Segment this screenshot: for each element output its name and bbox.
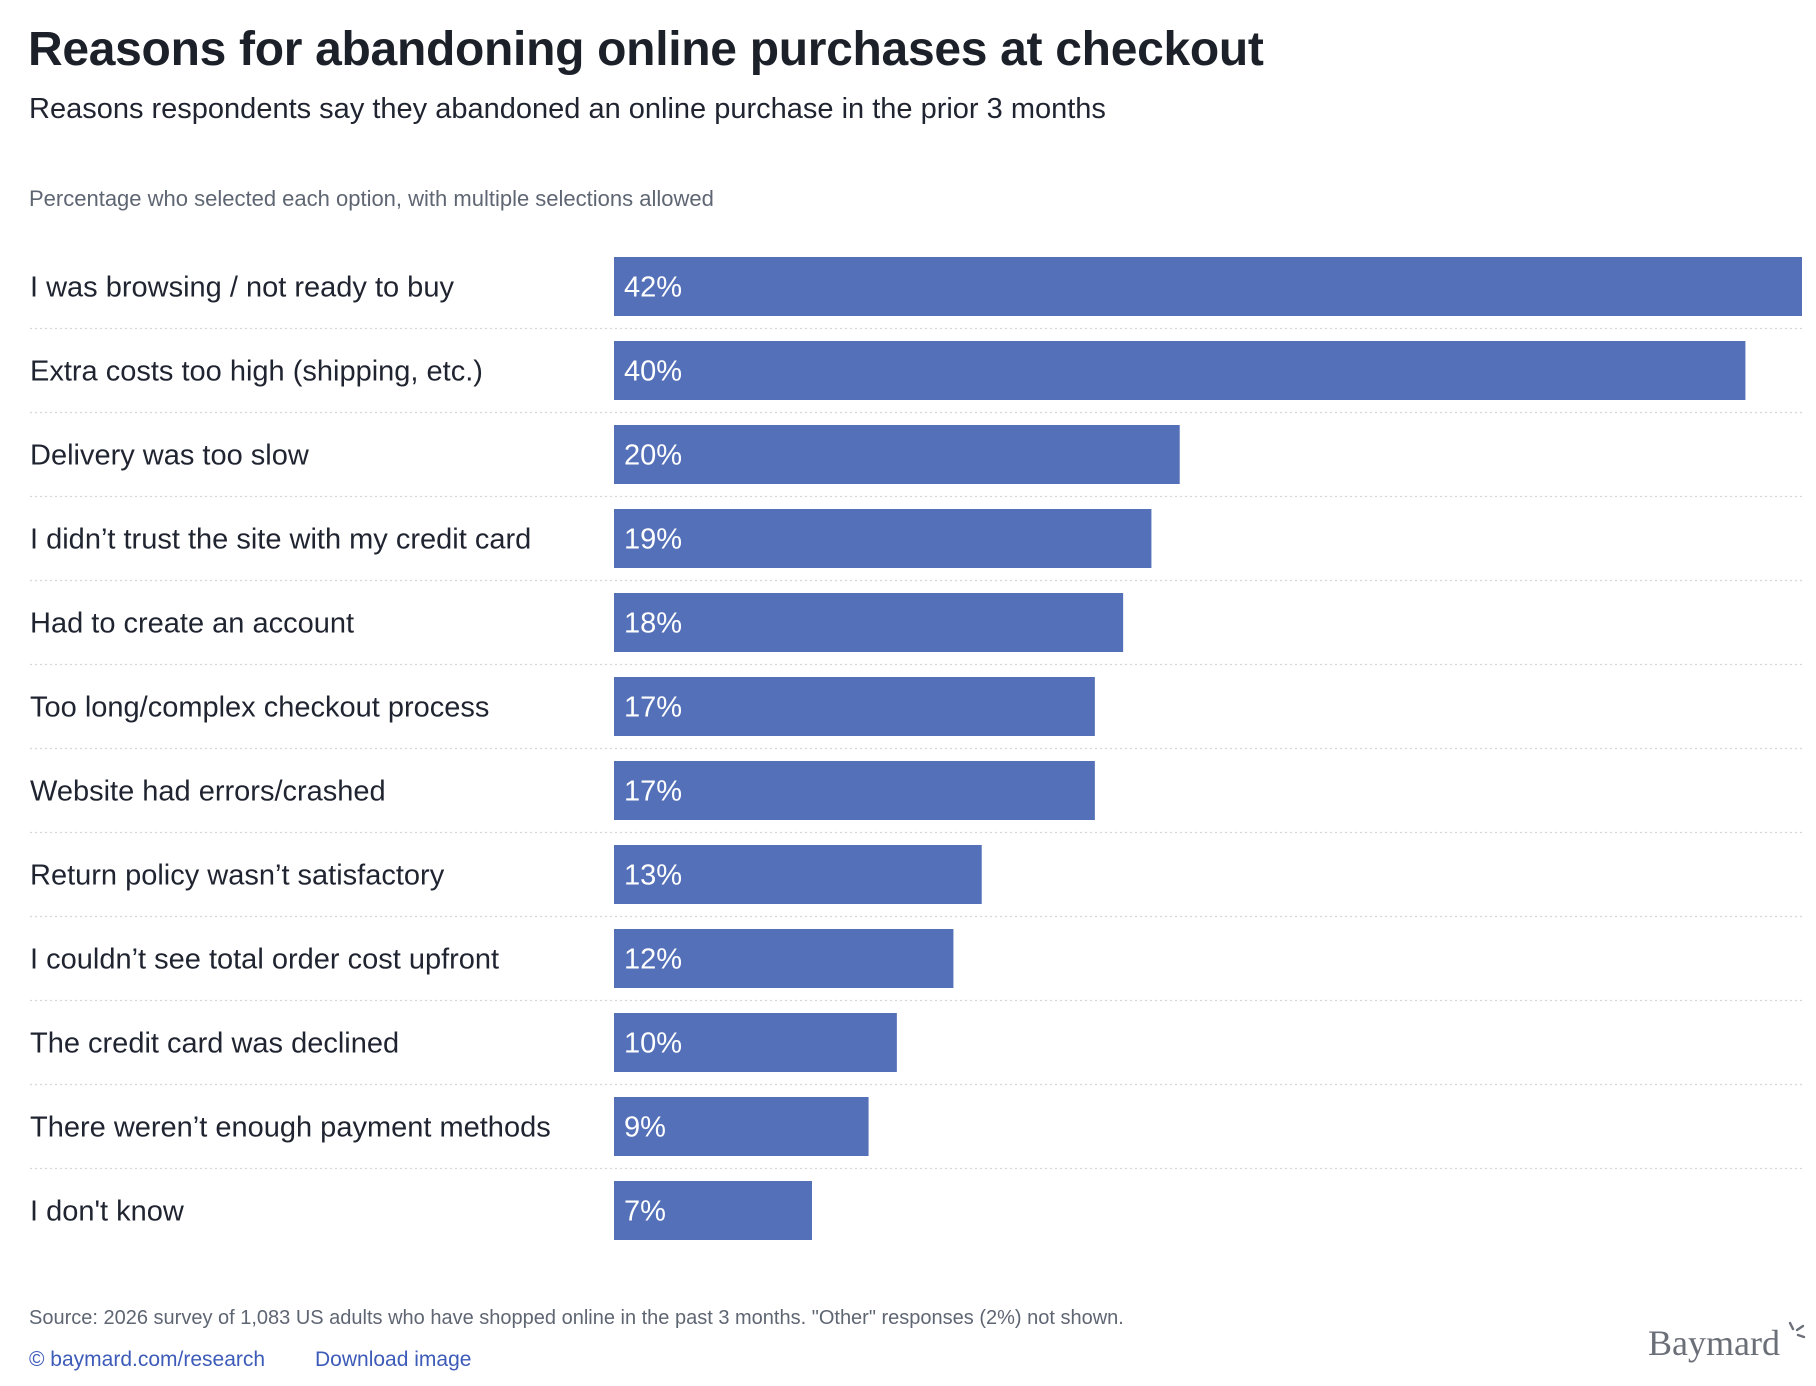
bar [614, 845, 982, 904]
bar [614, 929, 954, 988]
value-label: 13% [624, 860, 682, 892]
category-label: Website had errors/crashed [30, 776, 386, 808]
value-label: 17% [624, 692, 682, 724]
value-label: 9% [624, 1112, 666, 1144]
category-label: Had to create an account [30, 608, 354, 640]
category-label: I was browsing / not ready to buy [30, 272, 454, 304]
category-label: Too long/complex checkout process [30, 692, 489, 724]
category-label: I didn’t trust the site with my credit c… [30, 524, 531, 556]
value-label: 17% [624, 776, 682, 808]
category-label: I don't know [30, 1196, 185, 1228]
bar [614, 1181, 812, 1240]
category-label: Extra costs too high (shipping, etc.) [30, 356, 483, 388]
value-label: 7% [624, 1196, 666, 1228]
value-label: 10% [624, 1028, 682, 1060]
category-label: I couldn’t see total order cost upfront [30, 944, 499, 976]
bar [614, 425, 1180, 484]
bar [614, 341, 1746, 400]
bar-chart: I was browsing / not ready to buy 42% Extr… [30, 257, 1802, 1240]
copyright-link[interactable]: © baymard.com/research [29, 1348, 266, 1371]
value-label: 42% [624, 272, 682, 304]
value-label: 40% [624, 356, 682, 388]
chart-note: Percentage who selected each option, wit… [29, 186, 714, 211]
logo-text: Baymard [1648, 1323, 1780, 1363]
bar [614, 509, 1152, 568]
logo-spark-icon [1788, 1321, 1806, 1339]
category-label: Return policy wasn’t satisfactory [30, 860, 445, 892]
value-label: 19% [624, 524, 682, 556]
value-label: 20% [624, 440, 682, 472]
bar [614, 761, 1095, 820]
category-label: The credit card was declined [30, 1028, 399, 1060]
bar [614, 677, 1095, 736]
source-note: Source: 2026 survey of 1,083 US adults w… [29, 1307, 1124, 1329]
download-image-link[interactable]: Download image [315, 1348, 472, 1371]
category-label: There weren’t enough payment methods [30, 1112, 551, 1144]
bar [614, 1013, 897, 1072]
value-label: 18% [624, 608, 682, 640]
bar [614, 1097, 869, 1156]
bar [614, 257, 1802, 316]
value-label: 12% [624, 944, 682, 976]
chart-subtitle: Reasons respondents say they abandoned a… [29, 93, 1106, 125]
chart-title: Reasons for abandoning online purchases … [28, 23, 1264, 76]
baymard-logo: Baymard [1648, 1321, 1806, 1364]
bar [614, 593, 1124, 652]
category-label: Delivery was too slow [30, 440, 310, 472]
